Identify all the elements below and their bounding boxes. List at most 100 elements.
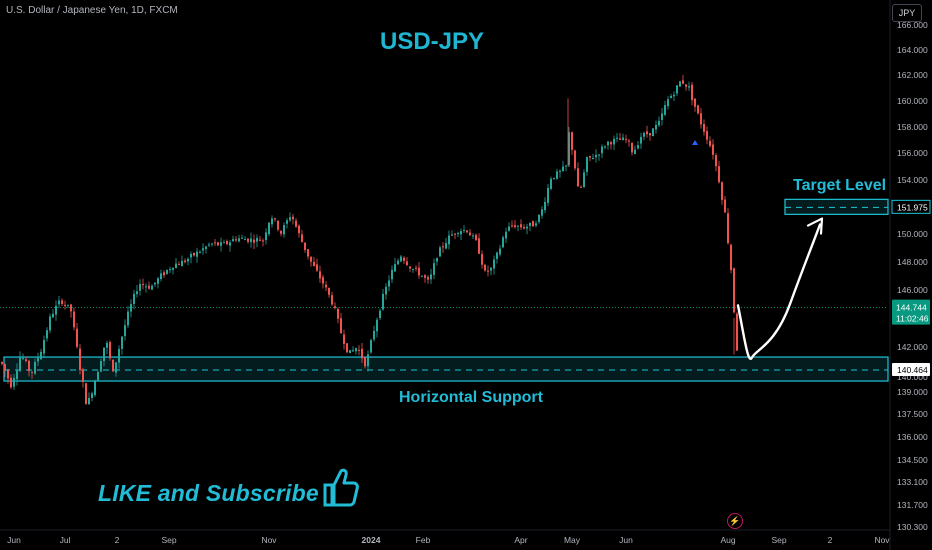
candle — [310, 256, 312, 267]
y-tick-label: 164.000 — [897, 45, 928, 55]
candle — [22, 353, 24, 361]
candle — [598, 153, 600, 161]
candle — [247, 238, 249, 244]
candle — [328, 287, 330, 298]
candle — [700, 108, 702, 129]
candle — [559, 169, 561, 178]
y-tick-label: 136.000 — [897, 432, 928, 442]
candle — [103, 347, 105, 367]
x-tick-label: 2024 — [362, 535, 381, 545]
x-tick-label: Aug — [720, 535, 735, 545]
candle — [550, 176, 552, 191]
candle — [250, 232, 252, 248]
y-tick-label: 139.000 — [897, 387, 928, 397]
y-tick-label: 156.000 — [897, 148, 928, 158]
candle — [553, 177, 555, 180]
candle — [283, 222, 285, 238]
candle — [685, 84, 687, 91]
candle — [304, 242, 306, 253]
candle — [10, 374, 12, 389]
candle — [184, 258, 186, 264]
candle — [16, 363, 18, 386]
candle — [244, 236, 246, 241]
candle — [112, 359, 114, 372]
candle — [196, 247, 198, 263]
candle — [463, 225, 465, 234]
candle — [541, 206, 543, 219]
candle — [589, 155, 591, 162]
candle — [331, 291, 333, 306]
candle — [259, 235, 261, 242]
candle — [517, 225, 519, 232]
candle — [211, 242, 213, 247]
horizontal-support-label: Horizontal Support — [399, 389, 543, 406]
candle — [631, 142, 633, 156]
x-tick-label: 2 — [115, 535, 120, 545]
candle — [190, 251, 192, 264]
candle — [523, 224, 525, 230]
candle — [226, 239, 228, 246]
candle — [163, 270, 165, 278]
candle — [148, 281, 150, 290]
chart-title: USD-JPY — [380, 28, 485, 55]
candle — [661, 108, 663, 126]
candle — [652, 127, 654, 137]
candle — [556, 168, 558, 180]
candle — [379, 308, 381, 321]
y-tick-label: 150.000 — [897, 229, 928, 239]
candle — [475, 233, 477, 241]
y-tick-label: 160.000 — [897, 96, 928, 106]
x-tick-label: Nov — [261, 535, 277, 545]
candle — [643, 131, 645, 141]
candle — [217, 241, 219, 247]
candle — [496, 251, 498, 264]
candle — [316, 258, 318, 273]
candle — [403, 256, 405, 264]
candle — [535, 220, 537, 228]
candle — [88, 392, 90, 406]
support-zone — [3, 356, 889, 382]
candle — [502, 235, 504, 249]
candle — [340, 312, 342, 334]
candle — [193, 252, 195, 257]
candle — [67, 304, 69, 309]
lightning-icon[interactable]: ⚡ — [727, 513, 743, 529]
candle — [394, 257, 396, 273]
candle — [382, 289, 384, 311]
candle — [667, 96, 669, 110]
candle — [511, 220, 513, 228]
candle — [664, 100, 666, 117]
y-tick-label: 146.000 — [897, 285, 928, 295]
candle — [736, 311, 738, 352]
candle — [145, 283, 147, 293]
y-tick-label: 158.000 — [897, 122, 928, 132]
candle — [265, 228, 267, 245]
candle — [499, 244, 501, 257]
candle — [43, 335, 45, 358]
candle — [229, 240, 231, 252]
y-tick-label: 134.500 — [897, 455, 928, 465]
candle — [526, 223, 528, 235]
candle — [625, 134, 627, 144]
candle — [724, 195, 726, 213]
y-tick-label: 131.700 — [897, 500, 928, 510]
candle — [592, 153, 594, 160]
candle — [349, 350, 351, 354]
candle — [79, 344, 81, 375]
candle — [595, 149, 597, 163]
candle — [697, 104, 699, 115]
candle — [286, 218, 288, 229]
candle — [478, 233, 480, 255]
candle — [577, 162, 579, 187]
currency-button[interactable]: JPY — [892, 4, 922, 22]
candle — [406, 257, 408, 267]
candle — [424, 274, 426, 283]
current-price-text: 144.744 — [896, 303, 927, 313]
candle — [277, 219, 279, 232]
candle — [361, 343, 363, 363]
candle — [220, 237, 222, 252]
projection-arrowhead — [806, 217, 824, 235]
candle — [7, 368, 9, 384]
